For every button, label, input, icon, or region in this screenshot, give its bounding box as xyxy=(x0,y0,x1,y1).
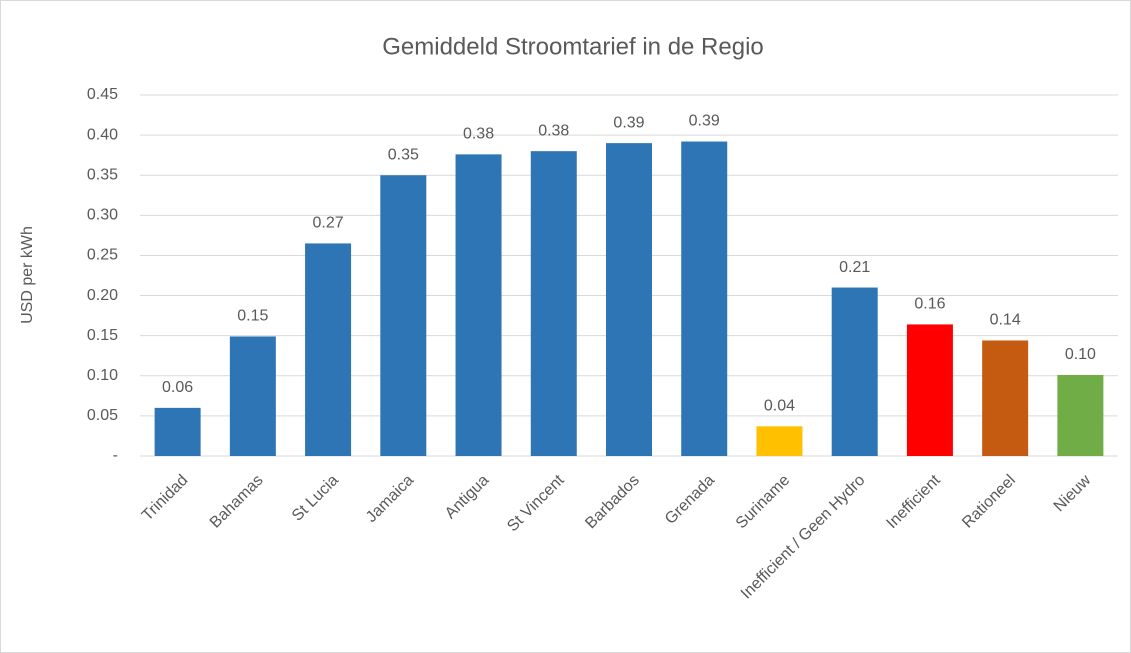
chart-title: Gemiddeld Stroomtarief in de Regio xyxy=(382,33,764,60)
bar xyxy=(154,407,201,456)
bar xyxy=(530,151,577,456)
y-tick-label: 0.35 xyxy=(87,166,118,183)
data-label: 0.38 xyxy=(463,126,494,143)
data-label: 0.27 xyxy=(313,215,344,232)
data-label: 0.38 xyxy=(538,122,569,139)
y-axis-label: USD per kWh xyxy=(19,226,36,324)
data-label: 0.15 xyxy=(237,308,268,325)
data-label: 0.16 xyxy=(914,296,945,313)
bar xyxy=(606,143,652,456)
data-label: 0.39 xyxy=(613,114,644,131)
y-tick-label: 0.20 xyxy=(87,287,118,304)
bar xyxy=(229,336,276,456)
y-tick-label: 0.15 xyxy=(87,327,118,344)
data-label: 0.21 xyxy=(839,259,870,276)
y-tick-label: 0.30 xyxy=(87,207,118,224)
bar xyxy=(982,340,1029,456)
y-tick-label: - xyxy=(113,447,118,464)
data-label: 0.35 xyxy=(388,146,419,163)
bar xyxy=(906,324,953,456)
bar xyxy=(756,426,803,456)
y-tick-label: 0.40 xyxy=(87,126,118,143)
bar xyxy=(455,154,502,456)
data-label: 0.06 xyxy=(162,379,193,396)
bar xyxy=(681,141,728,457)
y-tick-label: 0.05 xyxy=(87,407,118,424)
y-tick-label: 0.10 xyxy=(87,367,118,384)
y-tick-label: 0.45 xyxy=(87,86,118,103)
data-label: 0.04 xyxy=(764,398,795,415)
bar xyxy=(380,175,427,456)
bar xyxy=(1057,374,1104,456)
data-label: 0.39 xyxy=(689,113,720,130)
bar xyxy=(831,287,878,456)
data-label: 0.10 xyxy=(1065,346,1096,363)
y-tick-label: 0.25 xyxy=(87,247,118,264)
bar xyxy=(305,243,352,456)
data-label: 0.14 xyxy=(990,312,1021,329)
